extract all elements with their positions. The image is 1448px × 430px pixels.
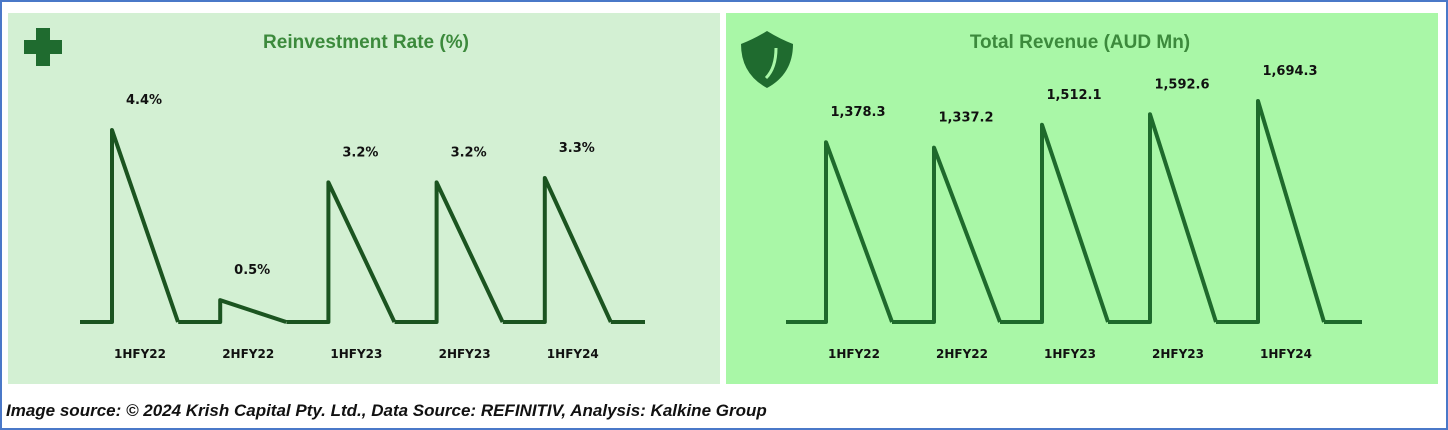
value-label: 1,694.3 bbox=[1262, 64, 1317, 79]
x-tick-label: 1HFY24 bbox=[547, 347, 599, 361]
value-label: 0.5% bbox=[234, 263, 270, 278]
x-tick-label: 2HFY22 bbox=[936, 347, 988, 361]
chart-title: Reinvestment Rate (%) bbox=[263, 32, 469, 53]
spike bbox=[1216, 99, 1326, 324]
value-label: 1,337.2 bbox=[938, 111, 993, 126]
value-label: 1,592.6 bbox=[1154, 77, 1209, 92]
value-label: 4.4% bbox=[126, 93, 162, 108]
chart-title: Total Revenue (AUD Mn) bbox=[970, 32, 1190, 53]
spike bbox=[1108, 112, 1218, 324]
value-label: 3.2% bbox=[342, 145, 378, 160]
shield-highlight bbox=[764, 47, 778, 80]
value-label: 3.2% bbox=[451, 145, 487, 160]
spike bbox=[178, 298, 287, 324]
value-label: 1,512.1 bbox=[1046, 88, 1101, 103]
x-tick-label: 2HFY23 bbox=[1152, 347, 1204, 361]
cross-icon bbox=[24, 28, 62, 66]
value-label: 3.3% bbox=[559, 141, 595, 156]
spike bbox=[786, 140, 894, 324]
spike bbox=[394, 180, 505, 324]
x-tick-label: 1HFY24 bbox=[1260, 347, 1312, 361]
x-tick-label: 2HFY22 bbox=[222, 347, 274, 361]
value-label: 1,378.3 bbox=[830, 105, 885, 120]
x-tick-label: 1HFY22 bbox=[114, 347, 166, 361]
panel-left bbox=[8, 13, 720, 384]
spike bbox=[80, 128, 180, 324]
x-tick-label: 1HFY23 bbox=[330, 347, 382, 361]
spike bbox=[1000, 122, 1110, 324]
spike bbox=[502, 176, 613, 324]
spike bbox=[892, 145, 1002, 324]
panel-right bbox=[726, 13, 1438, 384]
shield-icon bbox=[741, 31, 793, 88]
x-tick-label: 1HFY22 bbox=[828, 347, 880, 361]
spike bbox=[286, 180, 397, 324]
x-tick-label: 2HFY23 bbox=[439, 347, 491, 361]
x-tick-label: 1HFY23 bbox=[1044, 347, 1096, 361]
caption: Image source: © 2024 Krish Capital Pty. … bbox=[6, 401, 767, 420]
